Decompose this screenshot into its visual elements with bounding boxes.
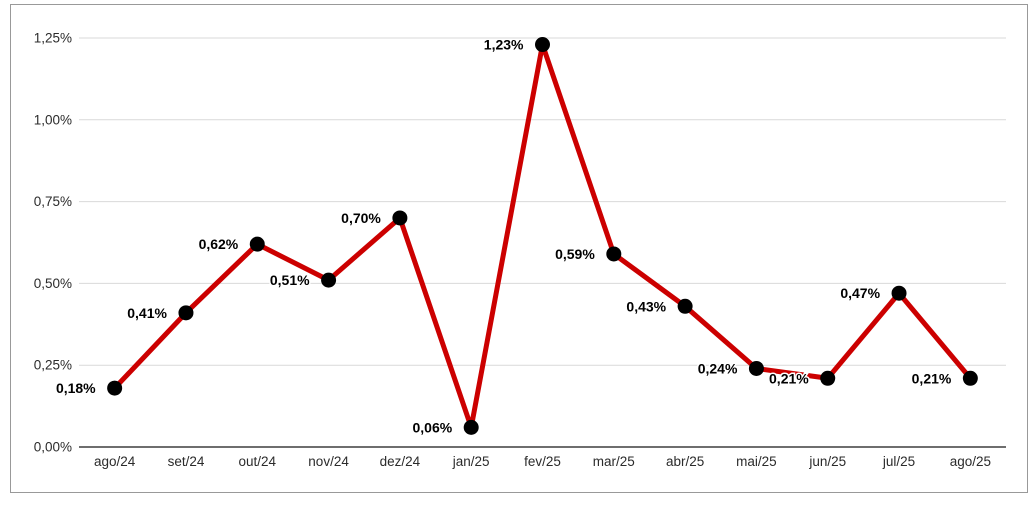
data-point-marker xyxy=(891,285,907,301)
y-axis-tick-label: 0,00% xyxy=(34,440,72,455)
data-point-marker xyxy=(677,298,693,314)
data-point-label: 0,70% xyxy=(341,210,381,226)
data-point-marker xyxy=(178,305,194,321)
data-point-marker xyxy=(463,419,479,435)
x-axis-label: mar/25 xyxy=(593,454,635,469)
data-point-label: 0,47% xyxy=(840,285,880,301)
data-point-label: 0,24% xyxy=(698,360,738,376)
data-point-label: 1,23% xyxy=(484,37,524,53)
data-point-label: 0,21% xyxy=(912,370,952,386)
x-axis-label: dez/24 xyxy=(380,454,421,469)
data-point-label: 0,21% xyxy=(769,370,809,386)
data-point-marker xyxy=(962,370,978,386)
data-point-marker xyxy=(820,370,836,386)
data-point-label: 0,43% xyxy=(626,298,666,314)
x-axis-label: out/24 xyxy=(238,454,276,469)
chart-border xyxy=(10,4,1028,493)
x-axis-label: jan/25 xyxy=(452,454,490,469)
x-axis-label: nov/24 xyxy=(308,454,349,469)
data-point-label: 0,18% xyxy=(56,380,96,396)
data-point-marker xyxy=(606,246,622,262)
data-point-label: 0,59% xyxy=(555,246,595,262)
data-point-marker xyxy=(748,360,764,376)
data-point-label: 0,06% xyxy=(412,419,452,435)
x-axis-label: jun/25 xyxy=(808,454,846,469)
data-point-marker xyxy=(249,236,265,252)
data-point-marker xyxy=(535,37,550,53)
y-axis-tick-label: 0,50% xyxy=(34,276,72,291)
data-point-marker xyxy=(321,272,337,288)
data-point-label: 0,62% xyxy=(199,236,239,252)
data-point-label: 0,51% xyxy=(270,272,310,288)
x-axis-label: ago/24 xyxy=(94,454,136,469)
y-axis-tick-label: 1,25% xyxy=(34,31,72,46)
x-axis-label: abr/25 xyxy=(666,454,704,469)
y-axis-tick-label: 0,25% xyxy=(34,358,72,373)
x-axis-label: jul/25 xyxy=(882,454,915,469)
y-axis-tick-label: 1,00% xyxy=(34,112,72,127)
data-point-label: 0,41% xyxy=(127,305,167,321)
data-point-marker xyxy=(392,210,408,226)
y-axis-tick-label: 0,75% xyxy=(34,194,72,209)
x-axis-label: fev/25 xyxy=(524,454,561,469)
x-axis-label: set/24 xyxy=(168,454,205,469)
data-point-marker xyxy=(107,380,123,396)
x-axis-label: ago/25 xyxy=(950,454,991,469)
x-axis-label: mai/25 xyxy=(736,454,777,469)
